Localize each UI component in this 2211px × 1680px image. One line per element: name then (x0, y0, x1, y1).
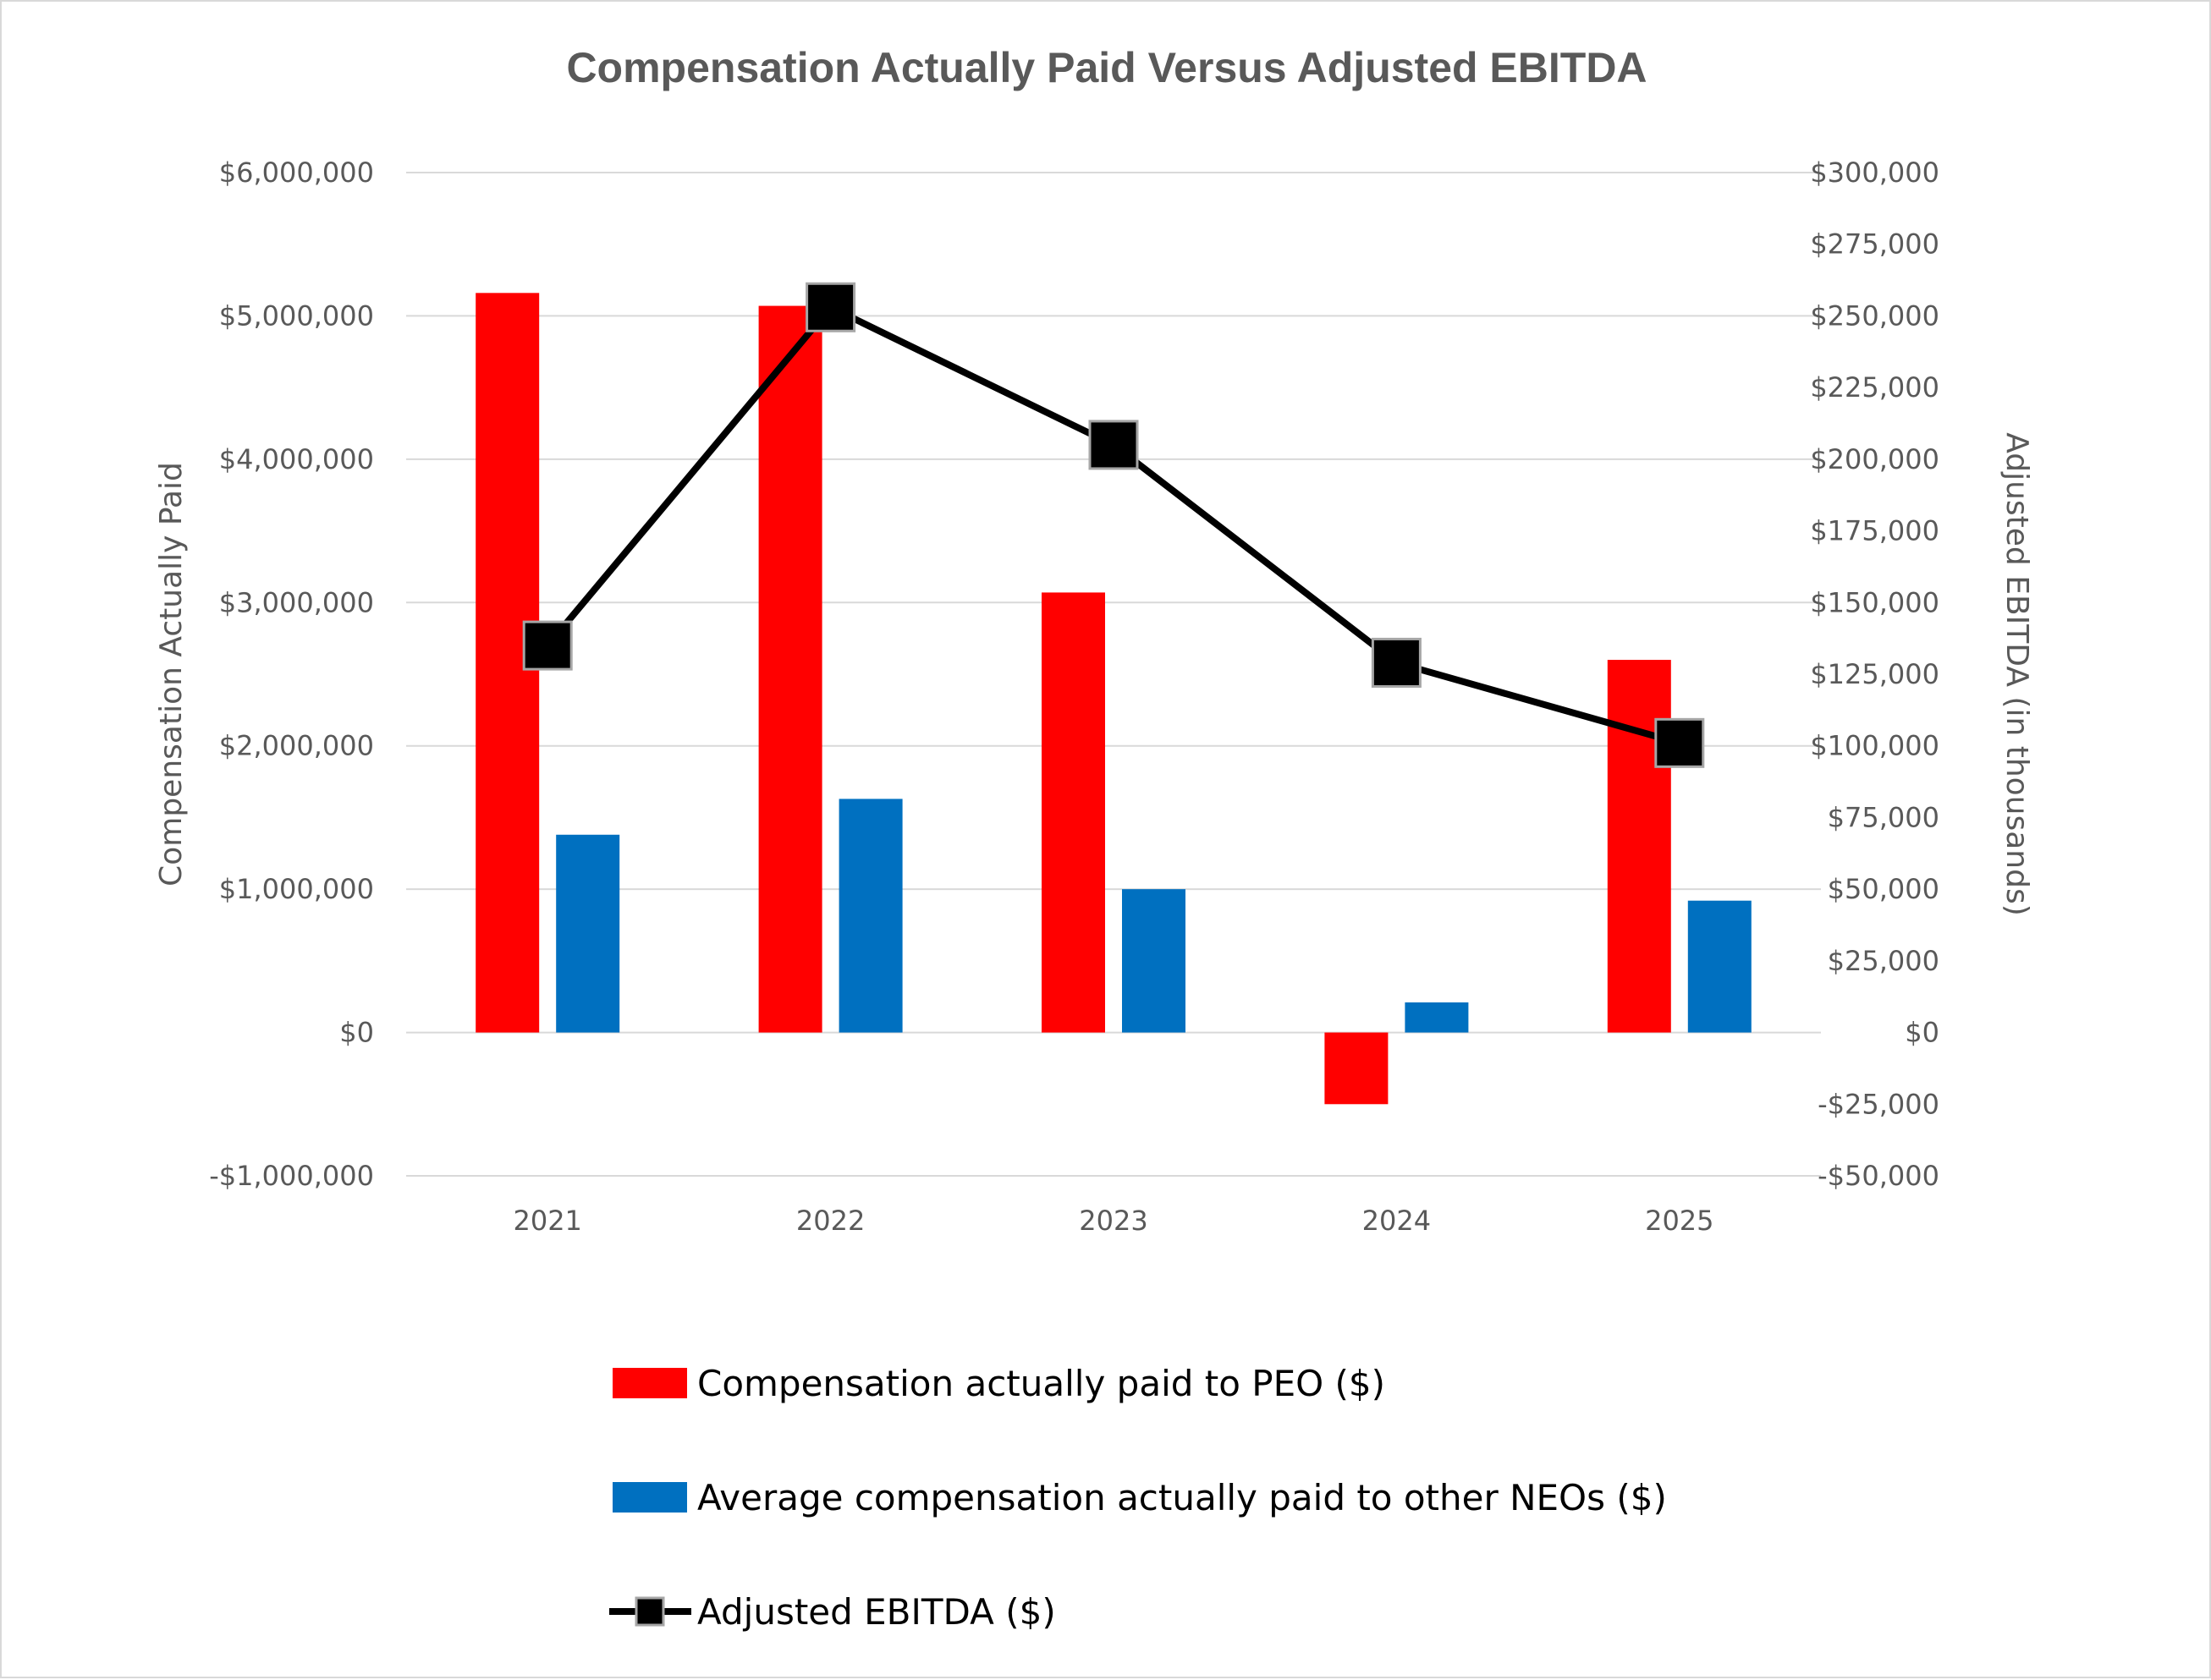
left-tick-label: $6,000,000 (219, 156, 374, 189)
x-tick-label: 2024 (1362, 1205, 1431, 1237)
right-tick-label: $200,000 (1810, 443, 1939, 475)
legend-marker-swatch (635, 1596, 665, 1627)
left-axis-ticks: -$1,000,000 $0 $1,000,000 $2,000,000 $3,000,… (209, 156, 374, 1192)
x-tick-label: 2023 (1079, 1205, 1147, 1237)
right-tick-label: $275,000 (1810, 228, 1939, 261)
neo-bar (1405, 1002, 1469, 1033)
right-tick-label: -$50,000 (1818, 1160, 1939, 1192)
left-tick-label: $1,000,000 (219, 873, 374, 905)
right-tick-label: $50,000 (1828, 873, 1939, 905)
right-tick-label: $125,000 (1810, 658, 1939, 690)
right-axis-ticks: -$50,000 -$25,000 $0 $25,000 $50,000 $75,000 $… (1810, 156, 1939, 1192)
right-tick-label: $175,000 (1810, 515, 1939, 547)
legend-swatch (613, 1482, 687, 1513)
bars (476, 293, 1752, 1105)
right-tick-label: $150,000 (1810, 586, 1939, 618)
peo-bar (1607, 660, 1671, 1033)
left-tick-label: $4,000,000 (219, 443, 374, 475)
right-tick-label: $100,000 (1810, 730, 1939, 762)
left-axis-title: Compensation Actually Paid (154, 462, 189, 887)
right-axis-title: Adjusted EBITDA (in thousands) (1999, 432, 2034, 916)
right-tick-label: -$25,000 (1818, 1088, 1939, 1120)
x-tick-label: 2021 (513, 1205, 581, 1237)
legend-swatch (613, 1368, 687, 1398)
peo-bar (758, 305, 822, 1033)
ebitda-marker (522, 620, 573, 671)
peo-bar (1324, 1032, 1389, 1105)
legend: Compensation actually paid to PEO ($) Ave… (609, 1363, 1667, 1633)
ebitda-line (545, 304, 1680, 747)
right-tick-label: $75,000 (1828, 801, 1939, 833)
right-tick-label: $300,000 (1810, 156, 1939, 189)
left-tick-label: -$1,000,000 (209, 1160, 374, 1192)
ebitda-line-layer (522, 282, 1705, 768)
neo-bar (839, 799, 903, 1033)
left-tick-label: $0 (339, 1017, 374, 1049)
x-tick-label: 2022 (796, 1205, 865, 1237)
ebitda-marker (1088, 420, 1139, 470)
neo-bar (1687, 900, 1752, 1033)
right-tick-label: $225,000 (1810, 371, 1939, 404)
right-tick-label: $0 (1905, 1017, 1939, 1049)
left-tick-label: $2,000,000 (219, 730, 374, 762)
legend-label: Average compensation actually paid to ot… (697, 1477, 1667, 1518)
peo-bar (1042, 592, 1105, 1033)
ebitda-marker (1371, 637, 1422, 688)
right-tick-label: $25,000 (1828, 945, 1939, 977)
ebitda-marker (1654, 717, 1705, 768)
legend-label: Adjusted EBITDA ($) (697, 1591, 1056, 1633)
x-axis-ticks: 2021 2022 2023 2024 2025 (513, 1205, 1713, 1237)
ebitda-marker (806, 282, 856, 332)
x-tick-label: 2025 (1645, 1205, 1713, 1237)
legend-label: Compensation actually paid to PEO ($) (697, 1363, 1385, 1404)
neo-bar (556, 834, 620, 1033)
left-tick-label: $3,000,000 (219, 586, 374, 618)
neo-bar (1122, 889, 1185, 1033)
left-tick-label: $5,000,000 (219, 299, 374, 332)
chart-title: Compensation Actually Paid Versus Adjust… (566, 44, 1647, 91)
right-tick-label: $250,000 (1810, 299, 1939, 332)
